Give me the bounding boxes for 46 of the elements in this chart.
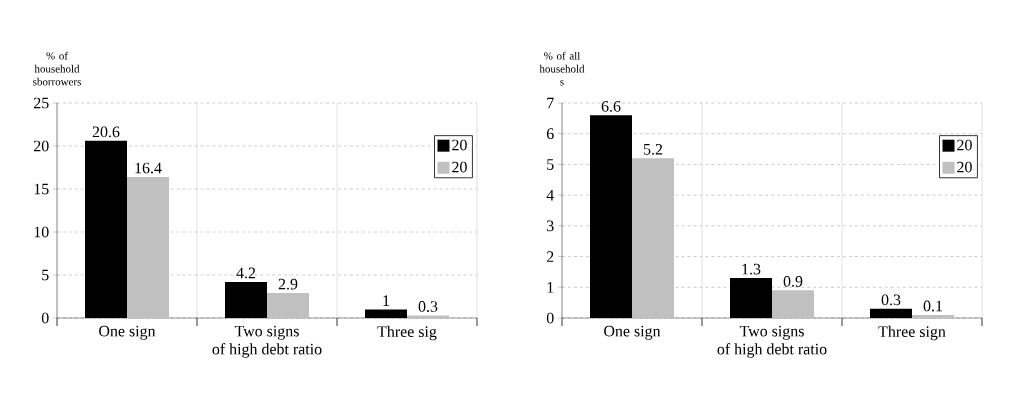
legend-label: 20 bbox=[452, 139, 467, 151]
bar bbox=[912, 314, 955, 318]
y-axis-title: % of all household s bbox=[539, 51, 585, 86]
data-label: 6.6 bbox=[601, 101, 621, 112]
data-label: 0.9 bbox=[783, 276, 803, 287]
y-tick-label: 5 bbox=[547, 159, 554, 170]
data-label: 5.2 bbox=[643, 143, 663, 155]
bar bbox=[407, 315, 449, 318]
x-tick-label: Three sig bbox=[377, 325, 437, 341]
y-tick-label: 5 bbox=[42, 269, 49, 281]
y-tick-label: 2 bbox=[546, 251, 554, 262]
x-tick-label: One sign bbox=[99, 325, 156, 340]
legend-label: 20 bbox=[957, 161, 972, 173]
x-tick-label: Two signs bbox=[234, 325, 299, 340]
data-label: 0.1 bbox=[923, 300, 943, 312]
x-axis-title: of high debt ratio bbox=[212, 343, 322, 358]
legend-label: 20 bbox=[452, 161, 467, 173]
y-tick-label: 0 bbox=[546, 312, 554, 324]
bar bbox=[632, 158, 675, 318]
data-label: 20.6 bbox=[92, 126, 120, 138]
y-tick-label: 1 bbox=[547, 282, 554, 293]
data-label: 0.3 bbox=[881, 294, 901, 306]
data-label: 0.3 bbox=[418, 301, 438, 312]
y-tick-label: 25 bbox=[33, 97, 49, 109]
data-label: 1 bbox=[383, 295, 390, 306]
y-tick-label: 3 bbox=[547, 220, 554, 232]
x-tick-label: Three sign bbox=[878, 325, 946, 341]
bar bbox=[267, 293, 309, 318]
data-label: 4.2 bbox=[236, 267, 256, 279]
data-label: 1.3 bbox=[742, 263, 761, 275]
y-tick-label: 20 bbox=[33, 140, 49, 152]
legend-label: 20 bbox=[957, 139, 972, 151]
y-tick-label: 4 bbox=[546, 189, 554, 201]
bar bbox=[127, 176, 169, 318]
bar bbox=[772, 290, 815, 318]
data-label: 2.9 bbox=[278, 278, 298, 290]
y-axis-title: % of household sborrowers bbox=[33, 51, 81, 86]
y-tick-label: 7 bbox=[547, 97, 554, 109]
y-tick-label: 0 bbox=[41, 312, 49, 324]
x-tick-label: One sign bbox=[604, 325, 661, 340]
y-tick-label: 10 bbox=[34, 226, 49, 238]
y-tick-label: 6 bbox=[546, 128, 554, 140]
y-tick-label: 15 bbox=[34, 183, 49, 195]
x-tick-label: Two signs bbox=[739, 325, 804, 340]
data-label: 16.4 bbox=[135, 162, 162, 174]
x-axis-title: of high debt ratio bbox=[717, 343, 827, 358]
